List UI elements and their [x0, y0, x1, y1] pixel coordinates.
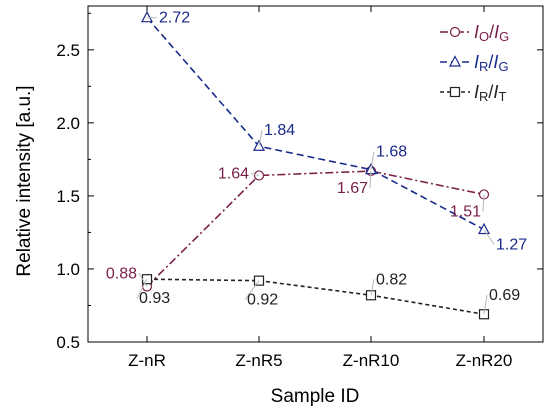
label-leader [244, 280, 260, 300]
series-line [146, 278, 485, 316]
data-label: 1.27 [496, 237, 527, 254]
y-tick-label: 1.5 [56, 187, 80, 206]
x-tick-label: Z-nR20 [456, 351, 513, 370]
data-point [478, 222, 490, 235]
legend-entry: IR/IT [474, 82, 506, 104]
label-leader [250, 172, 260, 176]
legend-entry: IR/IG [474, 52, 509, 74]
data-point [141, 10, 153, 23]
x-axis-title: Sample ID [271, 386, 360, 407]
data-label: 1.51 [450, 203, 481, 220]
series-line [146, 17, 485, 231]
label-leader [369, 171, 372, 189]
data-label: 1.67 [337, 180, 368, 197]
data-label: 0.82 [376, 271, 407, 288]
series-layer [141, 10, 490, 320]
data-label: 0.88 [106, 265, 137, 282]
data-label: 2.72 [159, 10, 190, 27]
data-label: 0.69 [489, 287, 520, 304]
data-label: 0.92 [247, 292, 278, 309]
label-leader [258, 130, 263, 147]
data-label: 1.64 [218, 165, 249, 182]
x-tick-label: Z-nR5 [235, 351, 282, 370]
legend-entry: IO/IG [474, 22, 509, 44]
legend-marker [449, 55, 461, 67]
legend-marker [449, 86, 461, 98]
data-labels: 0.88 1.64 1.67 1.51 2.72 1.84 1.68 1.27 0.93 0.92… [106, 10, 527, 315]
label-leader [138, 273, 148, 287]
y-axis-title: Relative intensity [a.u.] [14, 85, 35, 276]
data-label: 1.68 [376, 144, 407, 161]
y-tick-label: 1.0 [56, 260, 80, 279]
plot-frame [87, 5, 544, 343]
data-label: 1.84 [264, 122, 295, 139]
series-line [146, 170, 485, 288]
plot-axes: 0.5 1.0 1.5 2.0 2.5 Z-nR Z-nR5 Z-nR10 Z-nR20 [56, 5, 544, 370]
label-leader [482, 194, 485, 212]
x-tick-label: Z-nR [128, 351, 166, 370]
data-label: 0.93 [139, 290, 170, 307]
label-leader [136, 278, 148, 299]
legend-marker [449, 26, 461, 38]
x-tick-label: Z-nR10 [343, 351, 400, 370]
label-leader [483, 295, 488, 315]
y-tick-label: 0.5 [56, 333, 80, 352]
legend: IO/IG IR/IG IR/IT [440, 22, 509, 104]
label-leader [370, 279, 375, 296]
y-tick-label: 2.0 [56, 114, 80, 133]
y-tick-label: 2.5 [56, 41, 80, 60]
label-leader [370, 151, 375, 170]
label-leader [483, 229, 495, 245]
